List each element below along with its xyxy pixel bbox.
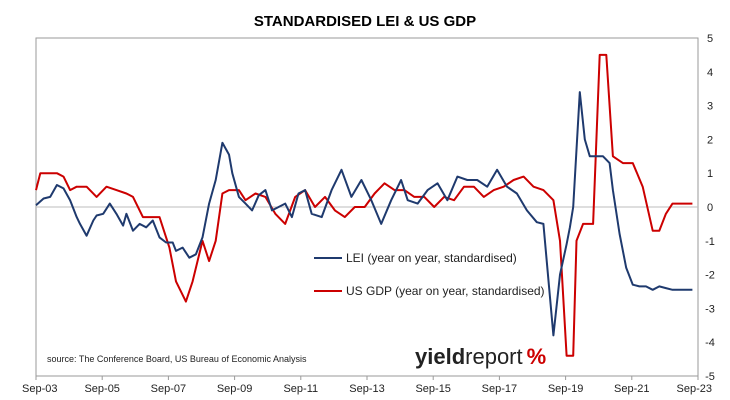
y-tick-label: -4 — [705, 337, 715, 349]
logo-part-yield: yield — [415, 344, 465, 369]
series-line-lei — [35, 91, 693, 337]
x-axis: Sep-03 Sep-05 Sep-07 Sep-09 Sep-11 Sep-13 Sep-… — [22, 376, 712, 395]
source-note: source: The Conference Board, US Bureau … — [47, 354, 307, 364]
yieldreport-logo: yieldreport% — [415, 344, 546, 369]
chart-title: STANDARDISED LEI & US GDP — [254, 13, 476, 30]
x-tick-label: Sep-15 — [415, 383, 450, 395]
y-tick-label: -1 — [705, 236, 715, 248]
legend-label-lei: LEI (year on year, standardised) — [346, 251, 517, 265]
y-tick-label: 5 — [707, 33, 713, 45]
logo-part-report: report — [465, 344, 522, 369]
y-tick-label: 0 — [707, 202, 713, 214]
legend: LEI (year on year, standardised) US GDP … — [314, 251, 545, 298]
x-tick-label: Sep-07 — [151, 383, 186, 395]
y-tick-label: 1 — [707, 168, 713, 180]
y-tick-label: -5 — [705, 371, 715, 383]
y-tick-label: 3 — [707, 101, 713, 113]
series-layer — [35, 53, 693, 357]
y-tick-label: 2 — [707, 134, 713, 146]
x-tick-label: Sep-11 — [283, 383, 318, 395]
legend-label-gdp: US GDP (year on year, standardised) — [346, 284, 545, 298]
x-tick-label: Sep-13 — [349, 383, 384, 395]
y-tick-label: -3 — [705, 303, 715, 315]
logo-wordmark: yieldreport% — [415, 344, 546, 369]
logo-part-percent: % — [527, 344, 547, 369]
y-tick-label: -2 — [705, 270, 715, 282]
x-tick-label: Sep-23 — [677, 383, 712, 395]
y-axis: 5 4 3 2 1 0 -1 -2 -3 -4 -5 — [705, 33, 715, 383]
x-tick-label: Sep-21 — [614, 383, 649, 395]
x-tick-label: Sep-17 — [482, 383, 517, 395]
y-tick-label: 4 — [707, 67, 713, 79]
x-tick-label: Sep-19 — [548, 383, 583, 395]
x-tick-label: Sep-09 — [217, 383, 252, 395]
x-tick-label: Sep-05 — [84, 383, 119, 395]
series-line-gdp — [35, 53, 693, 357]
x-tick-label: Sep-03 — [22, 383, 57, 395]
